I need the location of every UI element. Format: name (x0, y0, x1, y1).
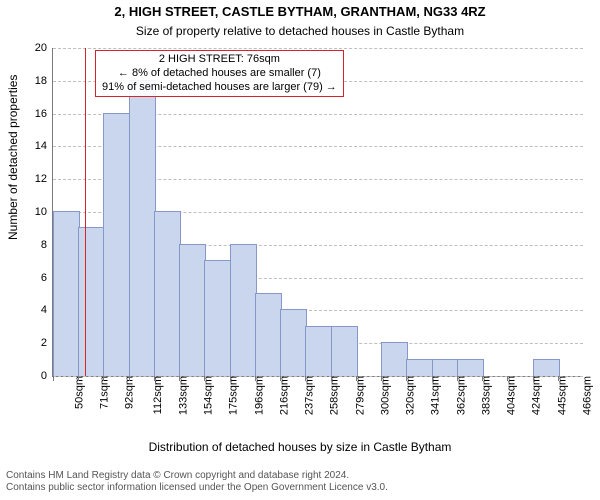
y-tick-label: 0 (41, 370, 53, 382)
histogram-bar (305, 326, 332, 376)
y-tick-label: 12 (35, 173, 53, 185)
x-tick-mark (432, 376, 433, 381)
x-tick-mark (558, 376, 559, 381)
x-tick-label: 320sqm (401, 376, 417, 415)
x-tick-label: 175sqm (224, 376, 240, 415)
x-tick-mark (255, 376, 256, 381)
x-tick-mark (533, 376, 534, 381)
histogram-bar (432, 359, 459, 376)
histogram-bar (179, 244, 206, 376)
x-tick-label: 216sqm (274, 376, 290, 415)
histogram-bar (78, 227, 105, 376)
x-tick-mark (154, 376, 155, 381)
x-tick-label: 445sqm (552, 376, 568, 415)
property-marker-line (85, 48, 86, 376)
x-tick-mark (331, 376, 332, 381)
title-address: 2, HIGH STREET, CASTLE BYTHAM, GRANTHAM,… (0, 4, 600, 19)
histogram-bar (533, 359, 560, 376)
credit-text: Contains HM Land Registry data © Crown c… (0, 466, 600, 498)
y-tick-label: 6 (41, 272, 53, 284)
callout-line: ← 8% of detached houses are smaller (7) (102, 67, 337, 81)
histogram-bar (255, 293, 282, 376)
y-tick-label: 10 (35, 206, 53, 218)
y-tick-label: 8 (41, 239, 53, 251)
x-tick-label: 404sqm (502, 376, 518, 415)
histogram-bar (103, 113, 130, 376)
x-tick-mark (406, 376, 407, 381)
x-tick-mark (204, 376, 205, 381)
x-tick-label: 196sqm (249, 376, 265, 415)
x-tick-label: 237sqm (300, 376, 316, 415)
x-tick-mark (179, 376, 180, 381)
y-tick-label: 14 (35, 140, 53, 152)
y-tick-label: 18 (35, 75, 53, 87)
histogram-bar (280, 309, 307, 376)
x-tick-label: 154sqm (199, 376, 215, 415)
histogram-bar (381, 342, 408, 376)
x-axis-label: Distribution of detached houses by size … (0, 440, 600, 454)
x-tick-label: 341sqm (426, 376, 442, 415)
histogram-bar (129, 80, 156, 376)
x-tick-mark (103, 376, 104, 381)
x-tick-label: 258sqm (325, 376, 341, 415)
x-tick-label: 300sqm (375, 376, 391, 415)
callout-line: 2 HIGH STREET: 76sqm (102, 53, 337, 67)
credit-line: Contains HM Land Registry data © Crown c… (6, 470, 594, 482)
x-tick-label: 112sqm (148, 376, 164, 414)
y-axis-label: Number of detached properties (6, 75, 20, 240)
histogram-bar (154, 211, 181, 376)
x-tick-mark (356, 376, 357, 381)
histogram-bar (230, 244, 257, 376)
property-callout: 2 HIGH STREET: 76sqm← 8% of detached hou… (95, 50, 344, 97)
x-tick-mark (457, 376, 458, 381)
histogram-bar (406, 359, 433, 376)
y-tick-label: 16 (35, 108, 53, 120)
x-tick-label: 383sqm (476, 376, 492, 415)
x-tick-mark (78, 376, 79, 381)
x-tick-label: 362sqm (451, 376, 467, 415)
x-tick-label: 133sqm (174, 376, 190, 415)
x-tick-label: 466sqm (577, 376, 593, 415)
x-tick-mark (129, 376, 130, 381)
x-tick-mark (482, 376, 483, 381)
histogram-bar (204, 260, 231, 376)
chart-container: 2, HIGH STREET, CASTLE BYTHAM, GRANTHAM,… (0, 0, 600, 500)
x-tick-mark (507, 376, 508, 381)
x-tick-label: 424sqm (527, 376, 543, 415)
histogram-bar (457, 359, 484, 376)
x-tick-mark (381, 376, 382, 381)
x-tick-label: 279sqm (350, 376, 366, 415)
y-tick-label: 4 (41, 304, 53, 316)
callout-line: 91% of semi-detached houses are larger (… (102, 81, 337, 95)
credit-line: Contains public sector information licen… (6, 482, 594, 494)
x-tick-mark (280, 376, 281, 381)
x-tick-mark (53, 376, 54, 381)
x-tick-mark (305, 376, 306, 381)
y-tick-label: 20 (35, 42, 53, 54)
gridline (53, 48, 583, 49)
y-tick-label: 2 (41, 337, 53, 349)
histogram-bar (331, 326, 358, 376)
histogram-bar (53, 211, 80, 376)
title-subtitle: Size of property relative to detached ho… (0, 24, 600, 38)
plot-area: 0246810121416182050sqm71sqm92sqm112sqm13… (52, 48, 583, 377)
x-tick-mark (230, 376, 231, 381)
